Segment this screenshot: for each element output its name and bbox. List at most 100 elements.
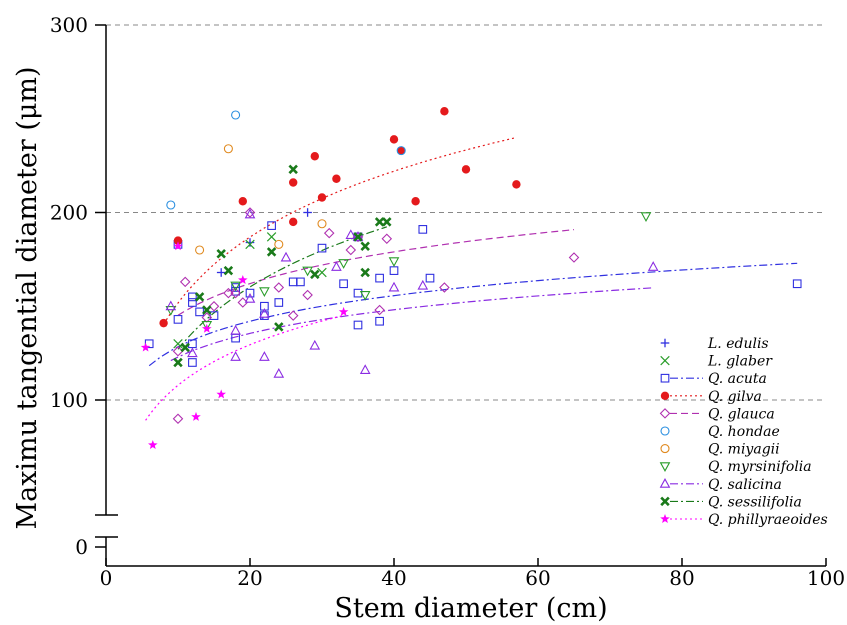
legend-label: Q. hondae xyxy=(708,424,780,440)
data-point xyxy=(359,364,371,374)
fit-line xyxy=(170,287,654,362)
axes: 0 100 200 300 0 20 40 60 80 100 xyxy=(50,13,845,590)
data-point xyxy=(382,217,392,227)
data-point xyxy=(317,243,327,253)
data-point xyxy=(512,180,521,189)
data-point xyxy=(259,308,270,318)
data-point xyxy=(267,221,276,230)
data-point xyxy=(245,239,255,250)
y-tick-label: 0 xyxy=(75,535,88,559)
legend-label: Q. glauca xyxy=(708,406,775,422)
legend-item: L. edulis xyxy=(660,336,769,352)
data-point xyxy=(273,282,285,293)
data-point xyxy=(148,440,158,449)
legend-item: L. glaber xyxy=(660,354,773,370)
data-point xyxy=(411,197,420,206)
data-point xyxy=(194,292,205,302)
data-point xyxy=(461,165,471,174)
data-point xyxy=(317,193,327,202)
legend-label: Q. sessilifolia xyxy=(708,494,802,510)
data-point xyxy=(396,146,406,156)
legend-label: Q. miyagii xyxy=(708,442,780,458)
legend-item: Q. glauca xyxy=(659,406,775,422)
y-tick-label: 100 xyxy=(50,388,88,412)
data-point xyxy=(274,298,284,307)
data-point xyxy=(259,351,270,361)
data-point xyxy=(309,339,321,350)
data-point xyxy=(195,245,205,255)
data-point xyxy=(159,318,168,328)
data-point xyxy=(381,233,393,245)
data-point xyxy=(345,229,357,239)
data-point xyxy=(317,267,327,278)
data-point xyxy=(359,291,371,301)
data-point xyxy=(244,293,256,303)
data-point xyxy=(339,279,348,289)
data-point xyxy=(259,287,270,297)
legend-marker xyxy=(660,391,670,400)
legend-marker xyxy=(660,338,670,348)
data-point xyxy=(165,300,177,311)
data-point xyxy=(302,289,313,301)
x-tick-label: 0 xyxy=(100,566,113,590)
data-point xyxy=(179,276,191,288)
data-point xyxy=(191,411,201,421)
data-point xyxy=(230,287,241,299)
data-point xyxy=(353,320,363,330)
data-point xyxy=(360,267,370,278)
data-point xyxy=(792,279,802,289)
data-point xyxy=(173,339,183,349)
data-point xyxy=(375,273,384,283)
data-point xyxy=(266,247,277,257)
x-tick-label: 20 xyxy=(237,566,262,590)
x-tick-label: 100 xyxy=(807,566,845,590)
data-point xyxy=(202,305,212,315)
data-point xyxy=(303,208,312,217)
data-point xyxy=(244,208,256,219)
data-point xyxy=(288,164,298,175)
x-tick-label: 80 xyxy=(669,566,694,590)
data-point xyxy=(302,266,313,277)
data-point xyxy=(172,345,184,357)
data-point xyxy=(353,288,363,298)
data-point xyxy=(230,324,241,335)
data-point xyxy=(180,342,190,353)
data-point xyxy=(374,217,385,227)
legend-item: Q. salicina xyxy=(659,477,782,493)
data-point xyxy=(230,281,241,292)
data-point xyxy=(173,315,183,324)
fit-line xyxy=(145,314,344,421)
data-point xyxy=(289,217,298,227)
legend-label: L. glaber xyxy=(707,354,773,370)
data-point xyxy=(360,241,370,251)
fit-line xyxy=(148,262,798,367)
data-point xyxy=(296,277,305,287)
data-point xyxy=(231,110,241,120)
data-point xyxy=(338,306,349,316)
data-point xyxy=(140,342,151,352)
legend-item: Q. miyagii xyxy=(660,442,780,458)
data-point xyxy=(280,251,292,262)
x-tick-label: 60 xyxy=(525,566,550,590)
data-point xyxy=(331,261,342,271)
data-point xyxy=(238,197,247,206)
data-point xyxy=(397,146,406,155)
data-point xyxy=(188,298,197,307)
fit-line xyxy=(163,136,517,325)
legend-item: Q. sessilifolia xyxy=(660,494,802,510)
data-point xyxy=(345,244,357,256)
data-point xyxy=(388,257,400,267)
legend-marker xyxy=(660,373,670,383)
data-markers xyxy=(140,107,802,449)
data-point xyxy=(317,219,327,229)
data-point xyxy=(288,277,298,287)
legend-item: Q. gilva xyxy=(660,389,762,405)
data-point xyxy=(202,323,212,333)
data-point xyxy=(332,174,341,183)
data-point xyxy=(172,413,184,425)
x-axis-title: Stem diameter (cm) xyxy=(334,593,607,624)
legend-item: Q. phillyraeoides xyxy=(660,512,828,528)
legend-marker xyxy=(660,426,670,436)
data-point xyxy=(439,282,450,293)
